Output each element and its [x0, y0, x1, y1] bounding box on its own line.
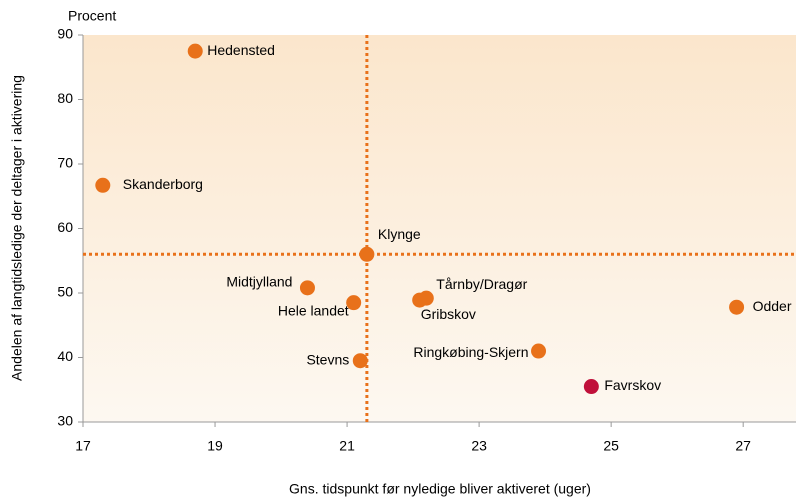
point: [412, 292, 428, 308]
x-tick-label: 23: [471, 438, 487, 454]
point-label: Hedensted: [207, 42, 275, 58]
y-tick-label: 30: [57, 413, 73, 429]
point: [95, 177, 111, 193]
y-tick-label: 50: [57, 284, 73, 300]
point: [729, 299, 745, 315]
point: [299, 280, 315, 296]
point: [187, 43, 203, 59]
point: [583, 379, 599, 395]
point-label: Skanderborg: [123, 176, 203, 192]
x-axis-title: Gns. tidspunkt før nyledige bliver aktiv…: [289, 481, 591, 497]
point: [359, 246, 375, 262]
point-label: Midtjylland: [226, 274, 292, 290]
point-label: Hele landet: [278, 302, 349, 318]
y-unit-label: Procent: [68, 8, 116, 24]
point-label: Odder: [753, 298, 792, 314]
x-tick-label: 19: [207, 438, 223, 454]
x-tick-label: 25: [603, 438, 619, 454]
y-axis-title: Andelen af langtidsledige der deltager i…: [9, 75, 25, 381]
point: [531, 343, 547, 359]
y-tick-label: 40: [57, 348, 73, 364]
y-tick-label: 80: [57, 90, 73, 106]
x-tick-label: 21: [339, 438, 355, 454]
y-tick-label: 70: [57, 155, 73, 171]
point-label: Ringkøbing-Skjern: [413, 344, 528, 360]
point-label: Favrskov: [604, 377, 661, 393]
point: [352, 353, 368, 369]
point-label: Klynge: [378, 226, 421, 242]
y-tick-label: 60: [57, 219, 73, 235]
y-tick-label: 90: [57, 26, 73, 42]
point-label: Stevns: [306, 351, 349, 367]
plot-area: [83, 35, 796, 422]
point: [346, 295, 362, 311]
x-tick-label: 17: [75, 438, 91, 454]
point-label: Tårnby/Dragør: [436, 276, 527, 292]
x-tick-label: 27: [735, 438, 751, 454]
point-label: Gribskov: [421, 306, 476, 322]
